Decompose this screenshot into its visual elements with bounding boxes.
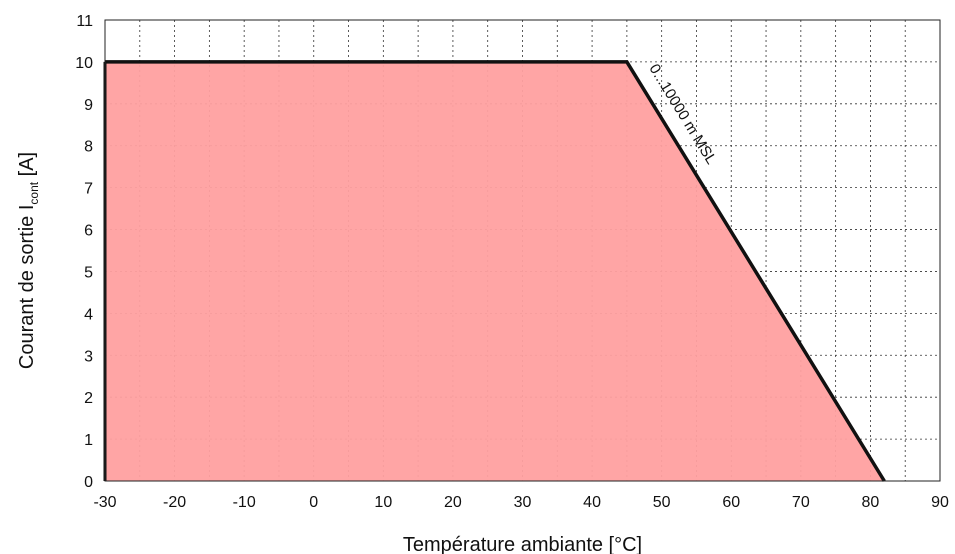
x-tick-label: 80 (862, 494, 880, 511)
x-tick-label: 60 (722, 494, 740, 511)
y-tick-label: 11 (76, 13, 93, 30)
x-tick-label: 70 (792, 494, 810, 511)
x-tick-label: -10 (233, 494, 256, 511)
x-tick-label: 20 (444, 494, 462, 511)
x-tick-label: 10 (374, 494, 392, 511)
y-axis-title: Courant de sortie Icont [A] (16, 152, 41, 369)
y-axis-title-main: Courant de sortie I (16, 205, 38, 370)
data-area (103, 60, 886, 482)
y-tick-label: 6 (84, 223, 93, 240)
y-tick-label: 3 (84, 348, 93, 365)
x-tick-label: 30 (514, 494, 532, 511)
x-tick-label: 50 (653, 494, 671, 511)
y-axis-title-subscript: cont (27, 181, 41, 204)
y-tick-labels: 0 1 2 3 4 5 6 7 8 9 10 11 (75, 13, 93, 491)
x-tick-label: -30 (93, 494, 116, 511)
y-tick-label: 1 (84, 432, 93, 449)
area-fill (105, 61, 885, 482)
x-axis-title: Température ambiante [°C] (403, 534, 642, 554)
y-axis-title-unit: [A] (16, 152, 38, 182)
x-tick-labels: -30 -20 -10 0 10 20 30 40 50 60 70 80 90 (93, 494, 949, 511)
y-tick-label: 0 (84, 474, 93, 491)
y-tick-label: 8 (84, 139, 93, 156)
y-tick-label: 2 (84, 390, 93, 407)
x-tick-label: 40 (583, 494, 601, 511)
y-tick-label: 9 (84, 97, 93, 114)
y-tick-label: 4 (84, 306, 93, 323)
y-tick-label: 5 (84, 264, 93, 281)
y-tick-label: 10 (75, 55, 93, 72)
series-line (105, 60, 886, 482)
plot-frame (104, 19, 941, 482)
x-tick-label: -20 (163, 494, 186, 511)
x-tick-label: 90 (931, 494, 949, 511)
y-tick-label: 7 (84, 181, 93, 198)
x-tick-label: 0 (309, 494, 318, 511)
